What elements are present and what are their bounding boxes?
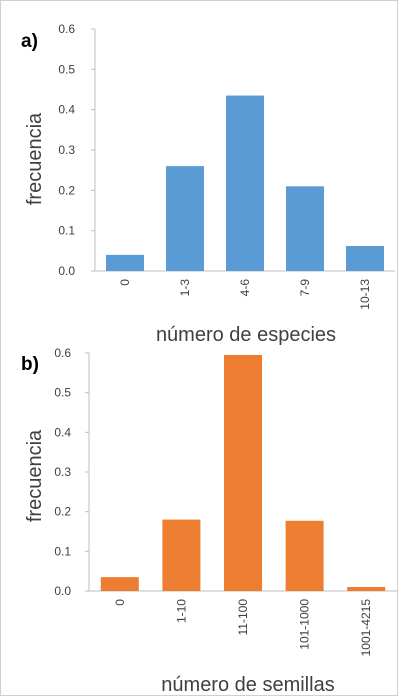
panel-a-x-tick-label: 10-13 xyxy=(358,279,372,310)
panel-b-y-tick-label: 0.0 xyxy=(54,584,71,598)
panel-a-y-axis-title: frecuencia xyxy=(24,112,46,205)
panel-a-x-tick-label: 7-9 xyxy=(298,279,312,297)
panel-b-x-ticks: 0 1-10 11-100 101-1000 1001-4215 xyxy=(113,599,373,657)
panel-b-bars xyxy=(100,354,386,591)
panel-a-y-tick-label: 0.3 xyxy=(58,143,75,157)
panel-b-x-tick-label: 101-1000 xyxy=(298,599,312,650)
panel-b-bar-1-10 xyxy=(162,519,201,591)
panel-b-x-tick-label: 1001-4215 xyxy=(359,599,373,657)
panel-a-bar-4-6 xyxy=(226,95,264,271)
panel-b-y-tick-label: 0.4 xyxy=(54,425,71,439)
panel-b: b) frecuencia número de semillas 0.00.10… xyxy=(21,346,397,696)
panel-b-bar-1001-4215 xyxy=(347,587,386,591)
panel-b-bar-11-100 xyxy=(224,354,262,591)
panel-a-x-axis-title: número de especies xyxy=(156,324,336,346)
panel-b-bar-101-1000 xyxy=(285,520,324,591)
panel-a-x-tick-label: 0 xyxy=(118,279,132,286)
panel-a-bars xyxy=(106,95,384,271)
panel-a-y-tick-label: 0.6 xyxy=(58,22,75,36)
panel-a-y-tick-label: 0.5 xyxy=(58,62,75,76)
panel-a-y-ticks: 0.0 0.1 0.2 0.3 0.4 0.5 0.6 xyxy=(58,22,95,278)
panel-b-label: b) xyxy=(21,354,39,375)
panel-b-y-axis-title: frecuencia xyxy=(24,429,46,522)
panel-b-x-tick-label: 11-100 xyxy=(236,599,250,636)
panel-a-x-tick-label: 4-6 xyxy=(238,279,252,297)
panel-b-y-tick-label: 0.1 xyxy=(54,544,71,558)
panel-a-bar-1-3 xyxy=(166,166,204,271)
panel-b-y-tick-label: 0.2 xyxy=(54,505,71,519)
panel-a-bar-10-13 xyxy=(346,245,384,271)
panel-b-y-tick-label: 0.5 xyxy=(54,386,71,400)
panel-a: a) frecuencia número de especies 0.00.10… xyxy=(21,22,395,346)
panel-b-y-tick-label: 0.6 xyxy=(54,346,71,360)
panel-b-y-ticks: 0.0 0.1 0.2 0.3 0.4 0.5 0.6 xyxy=(54,346,89,598)
panel-b-x-axis-title: número de semillas xyxy=(161,674,334,696)
panel-a-label: a) xyxy=(21,31,38,52)
panel-a-y-tick-label: 0.0 xyxy=(58,264,75,278)
panel-a-bar-0 xyxy=(106,254,144,271)
panel-a-y-tick-label: 0.1 xyxy=(58,224,75,238)
panel-b-x-tick-label: 1-10 xyxy=(174,599,188,623)
panel-b-y-tick-label: 0.3 xyxy=(54,465,71,479)
panel-a-x-ticks: 0 1-3 4-6 7-9 10-13 xyxy=(118,279,372,310)
panel-b-bar-0 xyxy=(100,577,139,591)
panel-a-bar-7-9 xyxy=(286,186,324,271)
panel-b-x-tick-label: 0 xyxy=(113,599,127,606)
panel-a-y-tick-label: 0.4 xyxy=(58,103,75,117)
panel-a-y-tick-label: 0.2 xyxy=(58,183,75,197)
panel-a-x-tick-label: 1-3 xyxy=(178,279,192,297)
